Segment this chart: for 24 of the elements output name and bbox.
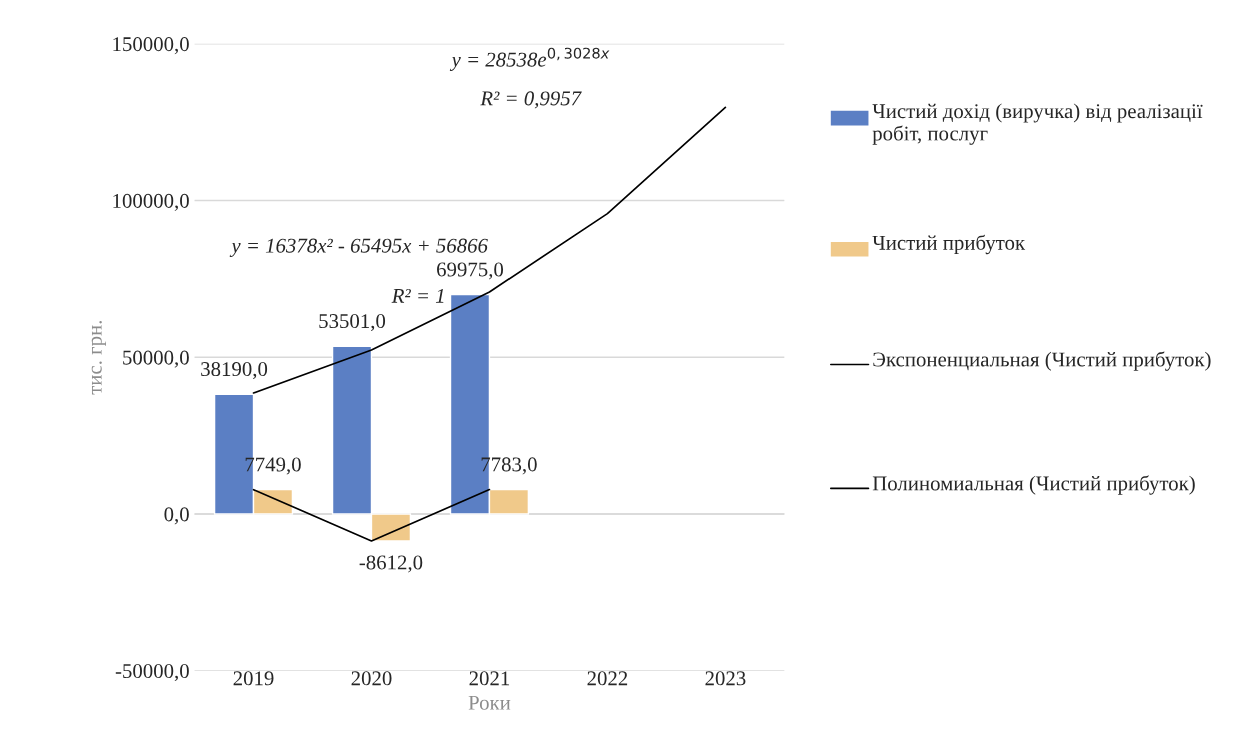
x-tick-label: 2021 — [469, 671, 510, 686]
x-tick-label: 2019 — [233, 671, 274, 686]
annotation: y = 28538e$^{0,3028x}$ — [449, 47, 610, 71]
y-axis-title: тис. грн. — [91, 320, 106, 395]
data-label: 69975,0 — [437, 262, 504, 280]
data-label: 53501,0 — [319, 314, 386, 332]
legend-label: Полиномиальная (Чистий прибуток) — [872, 475, 1195, 495]
x-tick-label: 2023 — [705, 671, 746, 686]
y-tick-label: -50000,0 — [115, 664, 189, 682]
legend-label: Чистий прибуток — [872, 234, 1026, 255]
y-tick-label: 150000,0 — [113, 37, 189, 55]
data-label: 38190,0 — [201, 362, 268, 380]
x-tick-label: 2020 — [351, 671, 392, 686]
x-tick-label: 2022 — [587, 671, 628, 686]
y-tick-label: 50000,0 — [123, 350, 189, 368]
x-axis-title: Роки — [468, 695, 511, 710]
y-tick-label: 100000,0 — [113, 193, 189, 211]
annotation: R² = 0,9957 — [480, 91, 582, 109]
legend-label: Чистий дохід (виручка) від реалізації робіт, послуг — [872, 103, 1203, 145]
legend-label: Экспоненциальная (Чистий прибуток) — [873, 351, 1211, 371]
y-tick-label: 0,0 — [164, 507, 189, 525]
annotation: R² = 1 — [391, 288, 444, 303]
annotation: y = 16378x² - 65495x + 56866 — [229, 238, 488, 257]
data-label: -8612,0 — [359, 555, 423, 573]
